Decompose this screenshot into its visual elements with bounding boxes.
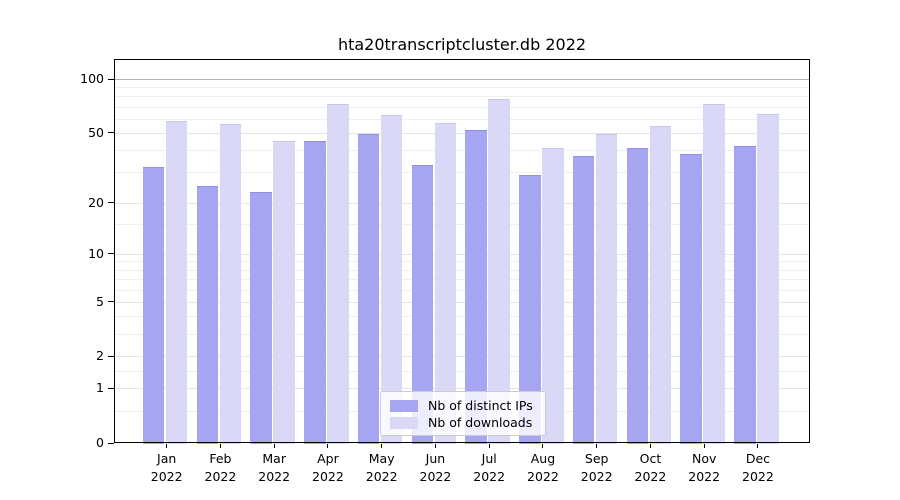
gridline-minor-9 — [114, 261, 810, 263]
y-tick-label-50: 50 — [88, 124, 104, 140]
x-tick-sep — [596, 443, 598, 448]
x-tick-jun — [434, 443, 436, 448]
y-tick-label-100: 100 — [80, 71, 104, 87]
bar-distinct-ips-may — [357, 134, 380, 444]
x-tick-may — [381, 443, 383, 448]
gridline-minor-30 — [114, 172, 810, 174]
x-tick-label-mar: Mar 2022 — [258, 451, 291, 484]
y-tick-50 — [108, 132, 114, 134]
bar-downloads-jul — [488, 99, 510, 444]
gridline-minor-7 — [114, 279, 810, 280]
y-tick-20 — [108, 202, 114, 204]
bar-distinct-ips-feb — [196, 186, 219, 444]
gridline-minor-1.5 — [114, 370, 810, 372]
x-tick-jan — [166, 443, 168, 448]
bar-distinct-ips-mar — [250, 192, 272, 444]
x-tick-label-feb: Feb 2022 — [204, 451, 237, 484]
gridline-major-5 — [114, 301, 810, 303]
gridline-minor-8 — [114, 269, 810, 271]
bar-downloads-oct — [649, 125, 672, 444]
x-tick-aug — [542, 443, 544, 448]
plot-area: Nb of distinct IPs Nb of downloads — [114, 59, 810, 444]
x-tick-mar — [273, 443, 275, 448]
x-tick-label-jul: Jul 2022 — [473, 451, 506, 484]
gridline-major-10 — [114, 253, 810, 255]
gridline-minor-3 — [114, 333, 810, 335]
gridline-minor-70 — [114, 106, 810, 108]
y-tick-1 — [108, 387, 114, 389]
y-tick-2 — [108, 355, 114, 357]
x-tick-nov — [703, 443, 705, 448]
y-tick-5 — [108, 301, 114, 303]
x-tick-oct — [649, 443, 651, 448]
gridline-major-20 — [114, 202, 810, 204]
gridline-minor-80 — [114, 96, 810, 98]
gridline-major-50 — [114, 132, 810, 134]
x-tick-jul — [488, 443, 490, 448]
chart-title: hta20transcriptcluster.db 2022 — [337, 35, 587, 54]
bar-distinct-ips-jul — [465, 129, 487, 444]
bar-distinct-ips-sep — [572, 156, 595, 444]
gridline-minor-6 — [114, 289, 810, 291]
gridline-major-100 — [114, 79, 810, 81]
bar-distinct-ips-jun — [411, 164, 434, 444]
bar-distinct-ips-oct — [626, 148, 649, 444]
gridline-minor-4 — [114, 316, 810, 318]
x-tick-label-oct: Oct 2022 — [634, 451, 667, 484]
gridline-minor-15 — [114, 224, 810, 226]
legend-item-distinct-ips: Nb of distinct IPs — [390, 398, 538, 414]
bar-distinct-ips-jan — [142, 167, 165, 444]
x-tick-label-aug: Aug 2022 — [527, 451, 559, 484]
legend: Nb of distinct IPs Nb of downloads — [380, 391, 546, 436]
y-tick-label-5: 5 — [96, 293, 104, 309]
y-tick-label-1: 1 — [96, 380, 104, 396]
gridline-minor-40 — [114, 150, 810, 152]
x-tick-apr — [327, 443, 329, 448]
x-tick-label-jun: Jun 2022 — [419, 451, 452, 484]
bar-downloads-nov — [703, 103, 725, 444]
bar-downloads-aug — [542, 148, 564, 444]
legend-swatch-distinct-ips — [390, 399, 418, 412]
gridline-minor-90 — [114, 87, 810, 89]
bar-downloads-mar — [273, 141, 295, 444]
x-tick-label-apr: Apr 2022 — [312, 451, 344, 484]
bar-downloads-may — [380, 115, 403, 444]
y-tick-label-0: 0 — [96, 435, 104, 450]
bar-downloads-dec — [757, 113, 779, 444]
x-tick-label-sep: Sep 2022 — [580, 451, 613, 484]
gridline-major-1 — [114, 388, 810, 390]
bar-downloads-jun — [434, 122, 457, 444]
bar-downloads-jan — [165, 121, 188, 444]
x-tick-dec — [757, 443, 759, 448]
y-tick-label-10: 10 — [88, 245, 104, 261]
x-tick-label-jan: Jan 2022 — [150, 451, 183, 484]
gridline-minor-60 — [114, 118, 810, 120]
bar-distinct-ips-dec — [734, 146, 756, 444]
bar-distinct-ips-aug — [519, 174, 541, 444]
x-tick-label-dec: Dec 2022 — [742, 451, 774, 484]
legend-item-downloads: Nb of downloads — [390, 415, 538, 431]
bar-downloads-apr — [327, 103, 349, 444]
x-tick-feb — [219, 443, 221, 448]
gridline-major-2 — [114, 356, 810, 358]
bar-distinct-ips-nov — [680, 154, 702, 444]
legend-label-downloads: Nb of downloads — [428, 415, 533, 430]
y-tick-100 — [108, 78, 114, 80]
x-tick-label-may: May 2022 — [365, 451, 398, 484]
bar-downloads-feb — [219, 124, 242, 444]
legend-swatch-downloads — [390, 416, 418, 429]
y-tick-0 — [108, 442, 114, 444]
y-tick-label-2: 2 — [96, 348, 104, 364]
y-tick-10 — [108, 253, 114, 255]
bar-downloads-sep — [595, 134, 618, 444]
y-tick-label-20: 20 — [88, 194, 104, 210]
x-tick-label-nov: Nov 2022 — [688, 451, 721, 484]
bar-distinct-ips-apr — [304, 141, 326, 444]
legend-label-distinct-ips: Nb of distinct IPs — [428, 398, 533, 413]
